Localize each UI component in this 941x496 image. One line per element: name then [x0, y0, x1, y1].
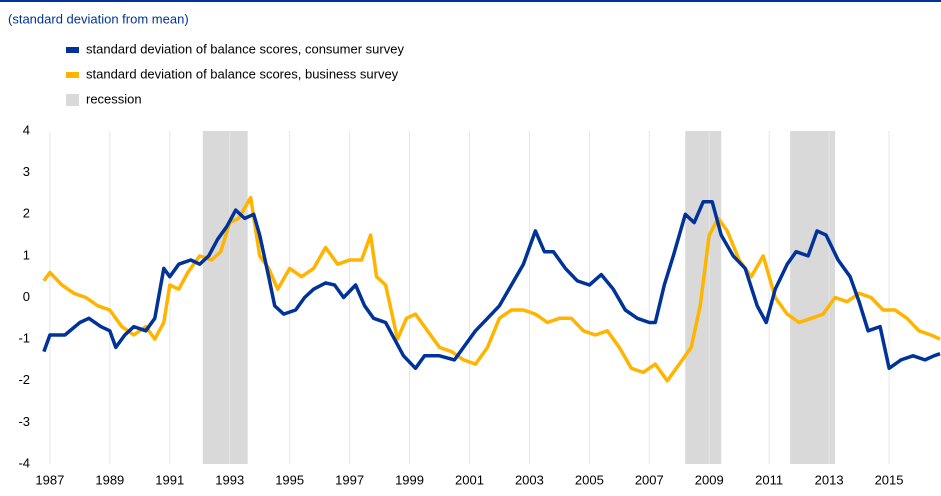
x-tick-label: 2001	[455, 472, 484, 487]
x-tick-label: 2011	[755, 472, 783, 487]
recession-band	[790, 131, 836, 464]
x-tick-label: 1989	[95, 472, 124, 487]
x-tick-label: 2009	[695, 472, 724, 487]
legend-swatch	[66, 94, 79, 106]
legend-swatch	[66, 47, 79, 53]
recession-band	[685, 131, 722, 464]
y-tick-label: 2	[23, 206, 30, 221]
chart-subtitle: (standard deviation from mean)	[8, 11, 189, 26]
x-tick-label: 2013	[815, 472, 844, 487]
top-rule	[0, 0, 941, 2]
recession-band	[202, 131, 248, 464]
series-line	[42, 195, 941, 383]
legend-swatch	[66, 72, 79, 78]
x-tick-label: 1987	[35, 472, 64, 487]
y-tick-label: 4	[23, 122, 30, 137]
x-tick-label: 1995	[275, 472, 304, 487]
legend-label: standard deviation of balance scores, co…	[86, 41, 404, 56]
x-tick-label: 1999	[395, 472, 424, 487]
y-tick-label: -4	[18, 455, 30, 470]
x-tick-label: 2005	[575, 472, 604, 487]
y-tick-label: -3	[18, 414, 30, 429]
y-tick-label: 3	[23, 164, 30, 179]
x-tick-label: 1993	[215, 472, 244, 487]
y-tick-label: -1	[18, 331, 30, 346]
x-tick-label: 2007	[635, 472, 664, 487]
legend-label: recession	[86, 91, 142, 106]
x-tick-label: 1997	[335, 472, 364, 487]
series-line	[42, 200, 941, 371]
y-tick-label: 0	[23, 289, 30, 304]
x-tick-label: 2015	[875, 472, 904, 487]
y-tick-label: -2	[18, 372, 30, 387]
y-tick-label: 1	[23, 247, 30, 262]
x-tick-label: 2003	[515, 472, 544, 487]
x-tick-label: 1991	[155, 472, 184, 487]
legend-label: standard deviation of balance scores, bu…	[86, 66, 399, 81]
